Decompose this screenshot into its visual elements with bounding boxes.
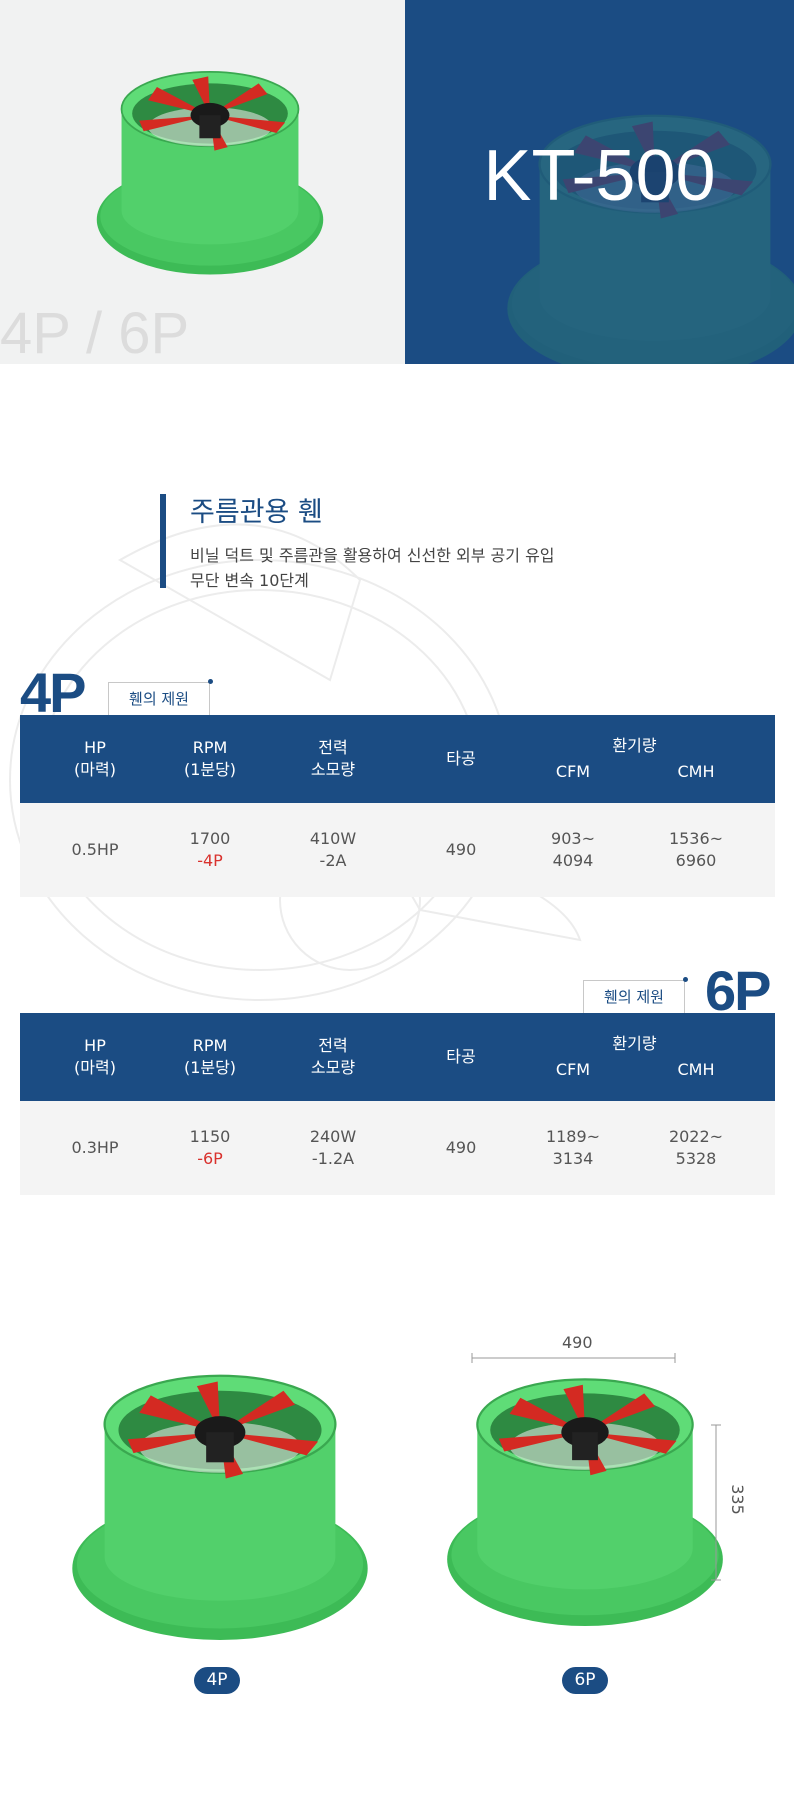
- body-text: 490: [445, 1138, 477, 1157]
- body-cell: 1189~ 3134: [546, 1126, 600, 1170]
- header-text: RPM: [192, 738, 228, 757]
- body-text: 1700: [189, 829, 231, 848]
- intro-title: 주름관용 휀: [190, 497, 323, 528]
- header-text: 소모량: [310, 760, 356, 779]
- series-label: 4P / 6P: [0, 301, 190, 364]
- body-text: 1150: [189, 1127, 231, 1146]
- header-cell: RPM (1분당): [184, 1035, 236, 1079]
- body-text: -4P: [197, 851, 223, 870]
- hero-right: KT-500: [405, 0, 794, 364]
- sub-header: CFM: [555, 762, 591, 781]
- body-text: 5328: [675, 1149, 717, 1168]
- body-cell: 0.5HP: [71, 839, 118, 861]
- body-text: 903~: [551, 829, 595, 848]
- body-text: 1189~: [545, 1127, 601, 1146]
- caption: 휀의 제원: [108, 682, 210, 715]
- header-text: 타공: [446, 1047, 476, 1066]
- header-text: 소모량: [310, 1058, 356, 1077]
- header-cell: RPM (1분당): [184, 737, 236, 781]
- model-name: KT-500: [483, 136, 716, 216]
- pole-label: 4P: [20, 661, 86, 724]
- header-text: 전력: [318, 738, 348, 757]
- body-cell: 903~ 4094: [551, 828, 595, 872]
- body-cell: 410W -2A: [310, 828, 356, 872]
- header-text: RPM: [192, 1036, 228, 1055]
- body-cell: 1700 -4P: [190, 828, 231, 872]
- badge: 6P: [562, 1667, 608, 1694]
- body-text: 3134: [552, 1149, 594, 1168]
- intro-line: 비닐 덕트 및 주름관을 활용하여 신선한 외부 공기 유입: [190, 546, 555, 565]
- pole-label: 6P: [705, 959, 771, 1022]
- body-text: 2022~: [668, 1127, 724, 1146]
- badge: 4P: [194, 1667, 240, 1694]
- header-text: (마력): [74, 1058, 116, 1077]
- accent-bar: [160, 494, 166, 588]
- fan-image: [95, 60, 325, 282]
- intro-line: 무단 변속 10단계: [190, 571, 309, 590]
- body-text: 240W: [309, 1127, 357, 1146]
- header-text: HP: [84, 738, 106, 757]
- header-text: (1분당): [183, 760, 237, 779]
- dot: [208, 679, 213, 684]
- sub-header: CMH: [677, 1060, 715, 1079]
- sub-header: CMH: [677, 762, 715, 781]
- body-text: -6P: [197, 1149, 223, 1168]
- table-body: 0.5HP 1700 -4P 410W -2A 490 903~ 4094 1536~ 6960: [20, 803, 775, 897]
- body-text: -2A: [319, 851, 347, 870]
- group-header: 환기량: [612, 1034, 657, 1053]
- header-text: 타공: [446, 749, 476, 768]
- header-cell: 타공: [446, 1046, 475, 1068]
- table-body: 0.3HP 1150 -6P 240W -1.2A 490 1189~ 3134 2022~ 53…: [20, 1101, 775, 1195]
- height-dimension: 335: [727, 1484, 747, 1515]
- body-cell: 490: [446, 839, 477, 861]
- body-cell: 240W -1.2A: [310, 1126, 356, 1170]
- sub-header: CFM: [555, 1060, 591, 1079]
- body-text: 6960: [675, 851, 717, 870]
- body-text: 0.3HP: [71, 1138, 119, 1157]
- body-cell: 0.3HP: [71, 1137, 118, 1159]
- body-text: 4094: [552, 851, 594, 870]
- hero-left: 4P / 6P: [0, 0, 405, 364]
- body-text: 410W: [309, 829, 357, 848]
- body-text: -1.2A: [311, 1149, 355, 1168]
- dot: [683, 977, 688, 982]
- header-text: HP: [84, 1036, 106, 1055]
- body-text: 490: [445, 840, 477, 859]
- body-text: 1536~: [668, 829, 724, 848]
- body-cell: 490: [446, 1137, 477, 1159]
- header-cell: 타공: [446, 748, 475, 770]
- body-cell: 1536~ 6960: [669, 828, 723, 872]
- header-text: (1분당): [183, 1058, 237, 1077]
- header-cell: HP (마력): [74, 1035, 116, 1079]
- body-cell: 1150 -6P: [190, 1126, 231, 1170]
- header-text: (마력): [74, 760, 116, 779]
- body-cell: 2022~ 5328: [669, 1126, 723, 1170]
- body-text: 0.5HP: [71, 840, 119, 859]
- header-cell: HP (마력): [74, 737, 116, 781]
- fan-4p: [70, 1355, 370, 1655]
- caption: 휀의 제원: [583, 980, 685, 1013]
- fan-6p: [445, 1360, 725, 1640]
- group-header: 환기량: [612, 736, 657, 755]
- width-dimension: 490: [562, 1333, 593, 1352]
- header-text: 전력: [318, 1036, 348, 1055]
